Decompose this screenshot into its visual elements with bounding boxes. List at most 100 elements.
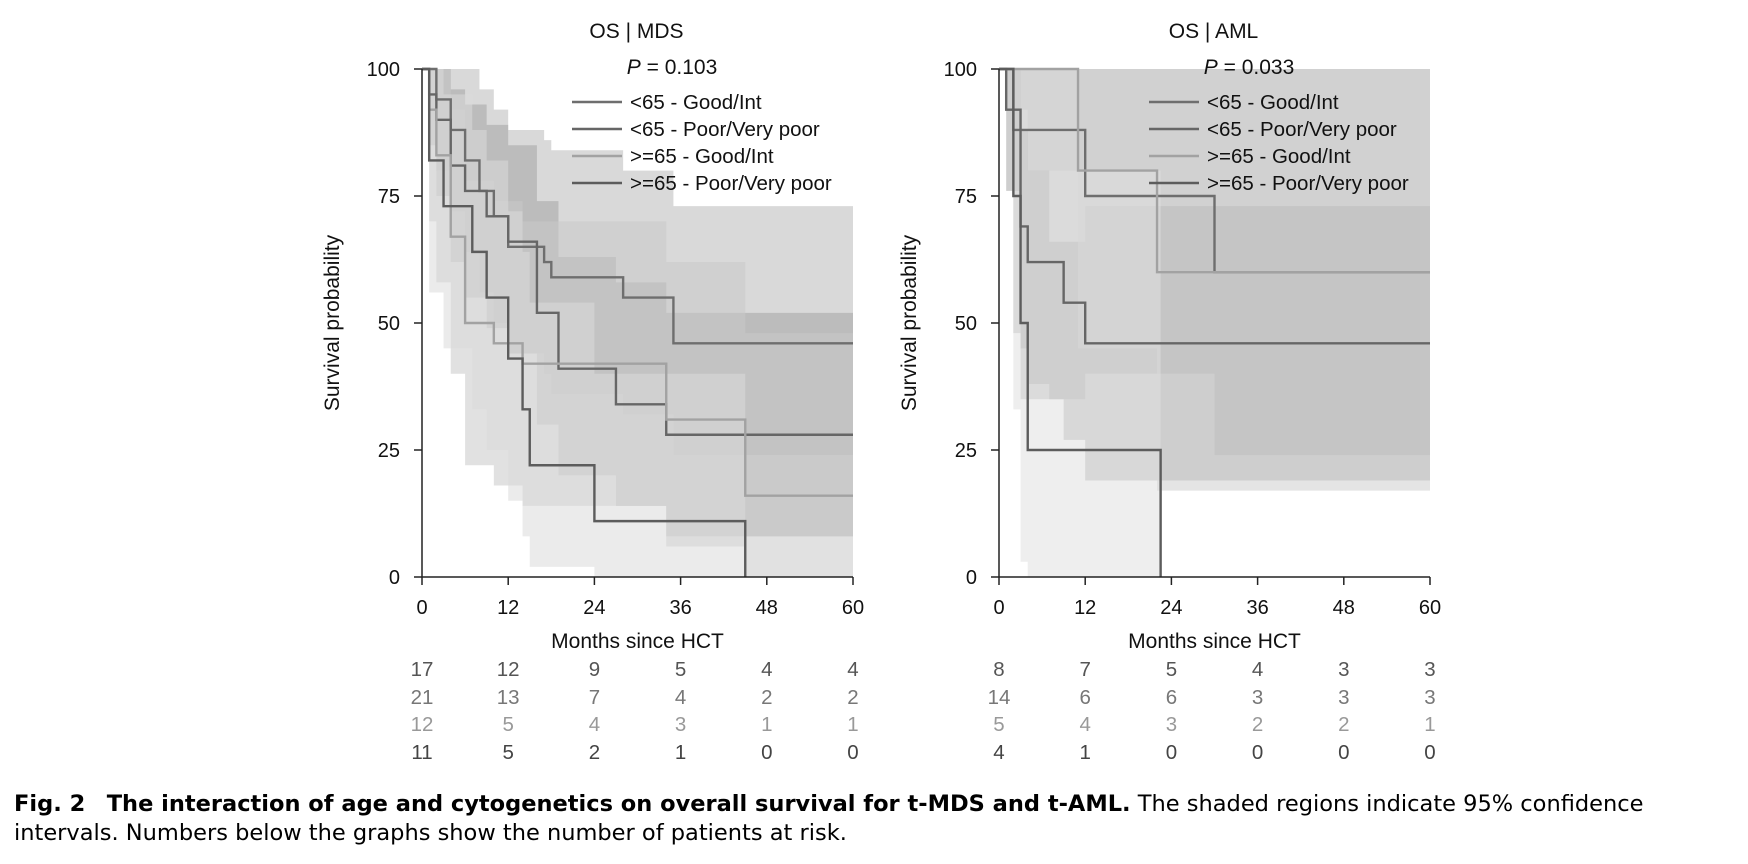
at-risk-count-series-2: 3 bbox=[1252, 686, 1263, 709]
legend-label-series-2: <65 - Poor/Very poor bbox=[1207, 118, 1397, 141]
legend-label-series-4: >=65 - Poor/Very poor bbox=[1207, 172, 1409, 195]
at-risk-count-series-3: 4 bbox=[589, 713, 600, 736]
at-risk-count-series-4: 0 bbox=[1424, 741, 1435, 764]
x-axis-label: Months since HCT bbox=[1128, 630, 1301, 653]
chart-title: OS | MDS bbox=[589, 20, 683, 43]
x-tick-label: 48 bbox=[1333, 597, 1355, 619]
legend-label-series-1: <65 - Good/Int bbox=[630, 91, 762, 114]
at-risk-count-series-3: 5 bbox=[502, 713, 513, 736]
at-risk-count-series-1: 5 bbox=[675, 658, 686, 681]
at-risk-count-series-4: 0 bbox=[1252, 741, 1263, 764]
survival-line-series-2 bbox=[422, 67, 853, 436]
ci-band-series-4 bbox=[422, 69, 746, 577]
at-risk-count-series-1: 17 bbox=[411, 658, 434, 681]
p-value-annotation: P = 0.033 bbox=[1204, 56, 1295, 79]
at-risk-count-series-1: 4 bbox=[1252, 658, 1263, 681]
at-risk-count-series-4: 4 bbox=[993, 741, 1004, 764]
at-risk-count-series-4: 1 bbox=[1079, 741, 1090, 764]
at-risk-count-series-2: 7 bbox=[589, 686, 600, 709]
at-risk-count-series-2: 13 bbox=[497, 686, 520, 709]
at-risk-count-series-3: 1 bbox=[1424, 713, 1435, 736]
y-tick-label: 50 bbox=[955, 313, 977, 335]
y-tick-label: 75 bbox=[955, 186, 977, 208]
at-risk-count-series-4: 5 bbox=[502, 741, 513, 764]
at-risk-count-series-1: 9 bbox=[589, 658, 600, 681]
at-risk-count-series-4: 0 bbox=[847, 741, 858, 764]
legend-label-series-4: >=65 - Poor/Very poor bbox=[630, 172, 832, 195]
at-risk-count-series-3: 2 bbox=[1252, 713, 1263, 736]
survival-figure: 0 25 50 75 100 0 12 24 36 48 60 Months since HCT Sur… bbox=[321, 20, 1441, 764]
p-value-text: = 0.033 bbox=[1218, 56, 1294, 79]
at-risk-count-series-2: 6 bbox=[1166, 686, 1177, 709]
at-risk-count-series-2: 21 bbox=[411, 686, 434, 709]
p-value-annotation: P = 0.103 bbox=[627, 56, 718, 79]
y-tick-label: 75 bbox=[378, 186, 400, 208]
at-risk-count-series-3: 3 bbox=[1166, 713, 1177, 736]
at-risk-count-series-1: 3 bbox=[1338, 658, 1349, 681]
x-tick-label: 36 bbox=[669, 597, 691, 619]
y-tick-label: 100 bbox=[944, 59, 977, 81]
p-value-symbol: P bbox=[1204, 56, 1218, 79]
caption-label: Fig. 2 bbox=[14, 791, 86, 817]
y-axis-label: Survival probability bbox=[321, 234, 344, 411]
survival-line-series-4 bbox=[422, 67, 747, 577]
at-risk-count-series-1: 3 bbox=[1424, 658, 1435, 681]
y-tick-label: 25 bbox=[378, 440, 400, 462]
at-risk-count-series-4: 0 bbox=[761, 741, 772, 764]
at-risk-count-series-1: 5 bbox=[1166, 658, 1177, 681]
at-risk-count-series-2: 3 bbox=[1424, 686, 1435, 709]
x-tick-label: 48 bbox=[756, 597, 778, 619]
at-risk-count-series-1: 7 bbox=[1079, 658, 1090, 681]
x-tick-label: 24 bbox=[583, 597, 605, 619]
at-risk-count-series-1: 12 bbox=[497, 658, 520, 681]
y-tick-label: 0 bbox=[389, 567, 400, 589]
survival-line-series-4 bbox=[999, 67, 1162, 577]
x-tick-label: 0 bbox=[416, 597, 427, 619]
at-risk-count-series-4: 0 bbox=[1338, 741, 1349, 764]
at-risk-count-series-2: 3 bbox=[1338, 686, 1349, 709]
x-tick-label: 12 bbox=[1074, 597, 1096, 619]
at-risk-count-series-3: 5 bbox=[993, 713, 1004, 736]
p-value-text: = 0.103 bbox=[641, 56, 717, 79]
at-risk-count-series-3: 2 bbox=[1338, 713, 1349, 736]
x-tick-label: 60 bbox=[1419, 597, 1441, 619]
at-risk-count-series-4: 1 bbox=[675, 741, 686, 764]
at-risk-count-series-2: 6 bbox=[1079, 686, 1090, 709]
at-risk-count-series-3: 4 bbox=[1079, 713, 1090, 736]
legend-label-series-1: <65 - Good/Int bbox=[1207, 91, 1339, 114]
at-risk-count-series-2: 14 bbox=[988, 686, 1011, 709]
legend-label-series-2: <65 - Poor/Very poor bbox=[630, 118, 820, 141]
p-value-symbol: P bbox=[627, 56, 641, 79]
x-axis-label: Months since HCT bbox=[551, 630, 724, 653]
at-risk-count-series-4: 11 bbox=[411, 741, 432, 764]
figure-caption: Fig. 2 The interaction of age and cytoge… bbox=[14, 790, 1734, 848]
caption-text: The shaded regions indicate 95% confiden… bbox=[14, 791, 1644, 846]
chart-legend: <65 - Good/Int <65 - Poor/Very poor >=65 -… bbox=[572, 91, 832, 195]
chart-legend: <65 - Good/Int <65 - Poor/Very poor >=65 -… bbox=[1149, 91, 1409, 195]
at-risk-count-series-4: 0 bbox=[1166, 741, 1177, 764]
chart-title: OS | AML bbox=[1169, 20, 1259, 43]
legend-label-series-3: >=65 - Good/Int bbox=[630, 145, 774, 168]
x-tick-label: 0 bbox=[993, 597, 1004, 619]
x-tick-label: 36 bbox=[1246, 597, 1268, 619]
at-risk-count-series-1: 4 bbox=[761, 658, 772, 681]
y-tick-label: 25 bbox=[955, 440, 977, 462]
at-risk-count-series-3: 1 bbox=[761, 713, 772, 736]
at-risk-count-series-1: 8 bbox=[993, 658, 1004, 681]
y-axis-label: Survival probability bbox=[898, 234, 921, 411]
at-risk-count-series-3: 1 bbox=[847, 713, 858, 736]
at-risk-count-series-1: 4 bbox=[847, 658, 858, 681]
at-risk-count-series-4: 2 bbox=[589, 741, 600, 764]
at-risk-count-series-2: 2 bbox=[847, 686, 858, 709]
x-tick-label: 12 bbox=[497, 597, 519, 619]
x-tick-label: 60 bbox=[842, 597, 864, 619]
caption-title: The interaction of age and cytogenetics … bbox=[106, 791, 1131, 817]
at-risk-count-series-3: 3 bbox=[675, 713, 686, 736]
y-tick-label: 0 bbox=[966, 567, 977, 589]
y-tick-label: 50 bbox=[378, 313, 400, 335]
x-tick-label: 24 bbox=[1160, 597, 1182, 619]
at-risk-count-series-3: 12 bbox=[411, 713, 434, 736]
